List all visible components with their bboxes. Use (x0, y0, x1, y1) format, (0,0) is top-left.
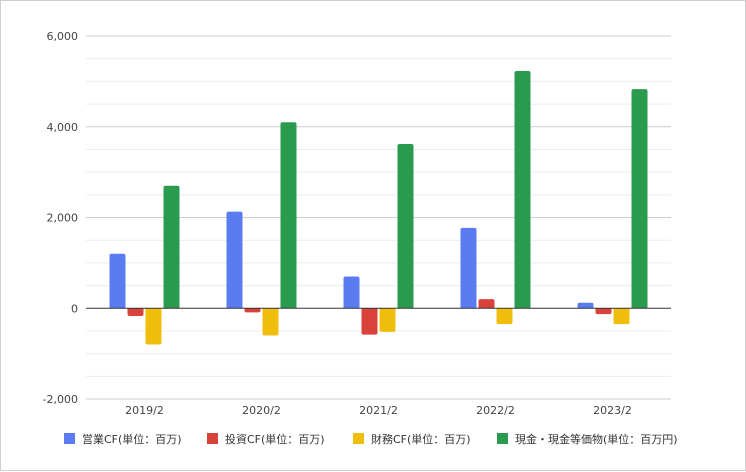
y-tick-label: 4,000 (47, 121, 79, 134)
legend-swatch (207, 433, 218, 444)
bar-series1-2022-2 (460, 227, 477, 309)
x-tick-label: 2023/2 (593, 404, 632, 417)
bar-series3-2020-2 (262, 308, 279, 336)
bar-series2-2023-2 (595, 308, 612, 315)
bar-series1-2021-2 (343, 276, 360, 309)
legend-label: 営業CF(単位：百万) (82, 432, 182, 446)
grid-lines (86, 35, 671, 400)
legend-label: 現金・現金等価物(単位：百万円) (515, 432, 678, 446)
bar-series4-2021-2 (397, 143, 414, 309)
y-axis-ticks: 6,000 4,000 2,000 0 -2,000 (43, 30, 78, 406)
legend-swatch (353, 433, 364, 444)
bar-series2-2022-2 (478, 299, 495, 309)
bar-series3-2022-2 (496, 308, 513, 325)
bar-series1-2020-2 (226, 211, 243, 309)
x-tick-label: 2019/2 (125, 404, 164, 417)
x-axis-ticks: 2019/2 2020/2 2021/2 2022/2 2023/2 (125, 404, 632, 417)
bars (109, 70, 648, 345)
bar-series2-2021-2 (361, 308, 378, 335)
bar-series1-2023-2 (577, 302, 594, 309)
bar-series4-2022-2 (514, 70, 531, 309)
legend-label: 投資CF(単位：百万) (225, 432, 325, 446)
legend: 営業CF(単位：百万) 投資CF(単位：百万) 財務CF(単位：百万) 現金・現金等価… (64, 432, 678, 446)
legend-swatch (497, 433, 508, 444)
x-tick-label: 2020/2 (242, 404, 281, 417)
y-tick-label: 2,000 (47, 212, 79, 225)
bar-series3-2023-2 (613, 308, 630, 325)
y-tick-label: -2,000 (43, 393, 78, 406)
bar-series3-2019-2 (145, 308, 162, 345)
x-tick-label: 2022/2 (476, 404, 515, 417)
bar-series4-2023-2 (631, 89, 648, 309)
x-tick-label: 2021/2 (359, 404, 398, 417)
legend-swatch (64, 433, 75, 444)
bar-series1-2019-2 (109, 253, 126, 309)
y-tick-label: 0 (71, 302, 78, 315)
bar-series2-2020-2 (244, 308, 261, 313)
y-tick-label: 6,000 (47, 30, 79, 43)
legend-label: 財務CF(単位：百万) (371, 432, 471, 446)
bar-series2-2019-2 (127, 308, 144, 316)
bar-series4-2020-2 (280, 122, 297, 309)
bar-series3-2021-2 (379, 308, 396, 332)
bar-series4-2019-2 (163, 185, 180, 309)
